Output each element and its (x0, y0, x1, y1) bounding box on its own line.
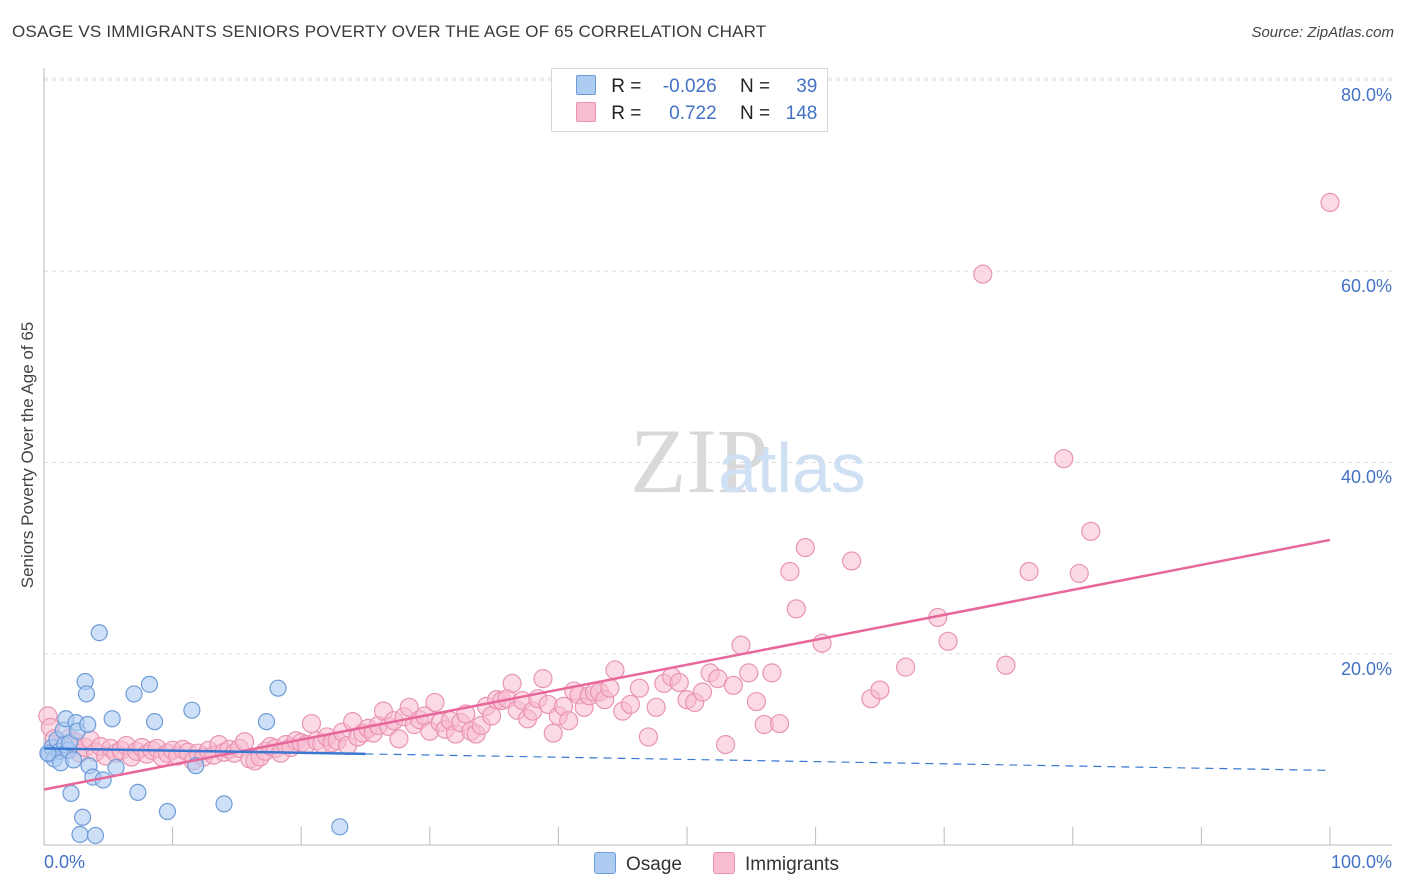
immigrants-point (842, 551, 862, 571)
immigrants-point (870, 680, 890, 700)
immigrants-point (669, 672, 689, 693)
x-tick-label: 0.0% (44, 852, 86, 872)
immigrants-point (425, 692, 445, 713)
immigrants-point (620, 694, 641, 715)
osage-trend-line-dashed (365, 753, 1331, 772)
immigrants-point (692, 682, 713, 702)
legend-row-osage: R = -0.026 N = 39 (576, 75, 817, 99)
immigrants-point (786, 599, 806, 619)
immigrants-point (996, 655, 1016, 675)
osage-point (71, 825, 89, 844)
immigrants-trend-line (43, 538, 1331, 791)
y-tick-label: 40.0% (1340, 467, 1392, 487)
y-tick-label: 60.0% (1340, 276, 1392, 296)
osage-point (257, 713, 276, 731)
y-tick-label: 80.0% (1340, 85, 1392, 105)
immigrants-point (723, 675, 743, 695)
immigrants-point (399, 697, 419, 717)
x-tick-label: 100.0% (1330, 852, 1392, 872)
immigrants-point (731, 635, 751, 655)
osage-point (125, 685, 143, 703)
immigrants-point (795, 538, 815, 558)
immigrants-legend-label: Immigrants (745, 854, 839, 875)
r-value: -0.026 (662, 76, 717, 97)
immigrants-point (235, 732, 255, 752)
osage-point (90, 624, 108, 642)
watermark-atlas: atlas (718, 429, 866, 507)
y-axis-label: Seniors Poverty Over the Age of 65 (18, 321, 37, 589)
immigrants-point (762, 663, 782, 683)
osage-point (62, 784, 80, 802)
chart-title: OSAGE VS IMMIGRANTS SENIORS POVERTY OVER… (12, 22, 767, 41)
osage-point (129, 783, 147, 802)
immigrants-point (559, 711, 579, 731)
y-tick-label: 20.0% (1340, 659, 1392, 679)
immigrants-point (715, 734, 736, 755)
immigrants-swatch-icon (713, 852, 735, 874)
osage-point (86, 826, 105, 845)
immigrants-point (1320, 192, 1340, 212)
watermark-zip: ZIP (630, 410, 768, 512)
bottom-legend-immigrants[interactable]: Immigrants (713, 852, 839, 876)
osage-legend-label: Osage (626, 854, 682, 875)
r-label: R = (611, 76, 642, 97)
n-value: 39 (796, 76, 818, 97)
watermark: ZIP atlas (630, 410, 866, 512)
immigrants-point (481, 706, 502, 726)
immigrants-point (938, 631, 958, 651)
r-value: 0.722 (669, 103, 717, 124)
osage-point (79, 715, 97, 734)
n-label: N = (739, 76, 771, 97)
osage-point (107, 758, 125, 777)
n-value: 148 (785, 103, 818, 124)
osage-point (77, 685, 96, 703)
immigrants-point (646, 697, 666, 717)
immigrants-point (1019, 561, 1039, 582)
osage-trend-line-solid (43, 747, 366, 756)
immigrants-point (780, 561, 800, 582)
n-label: N = (739, 103, 771, 124)
osage-point (183, 701, 201, 719)
immigrants-swatch-icon (576, 102, 596, 122)
legend-row-immigrants: R = 0.722 N = 148 (576, 102, 817, 126)
immigrants-point (746, 691, 767, 712)
osage-point (158, 802, 177, 821)
osage-point (140, 675, 159, 693)
immigrants-point (769, 713, 790, 734)
trend-lines (43, 538, 1331, 791)
immigrants-point (896, 657, 916, 677)
immigrants-point (543, 723, 563, 743)
r-label: R = (611, 103, 642, 124)
osage-point (73, 808, 92, 826)
osage-point (269, 679, 287, 697)
immigrants-point (389, 729, 409, 749)
immigrants-point (973, 264, 993, 284)
bottom-legend-osage[interactable]: Osage (594, 852, 682, 876)
osage-point (64, 751, 83, 769)
immigrants-point (502, 673, 522, 693)
correlation-legend: R = -0.026 N = 39 R = 0.722 N = 148 (551, 68, 828, 132)
immigrants-point (1054, 449, 1074, 469)
immigrants-point (301, 713, 322, 734)
immigrants-point (1081, 521, 1101, 541)
immigrants-point (629, 678, 650, 698)
immigrants-point (739, 663, 759, 683)
immigrants-point (638, 727, 659, 747)
osage-point (145, 713, 164, 731)
osage-point (215, 795, 233, 813)
source-label: Source: ZipAtlas.com (1251, 24, 1394, 41)
immigrants-point (533, 669, 553, 689)
osage-point (331, 818, 349, 836)
osage-swatch-icon (594, 852, 616, 874)
osage-swatch-icon (576, 75, 596, 95)
osage-point (103, 710, 121, 728)
immigrants-point (1069, 563, 1089, 584)
